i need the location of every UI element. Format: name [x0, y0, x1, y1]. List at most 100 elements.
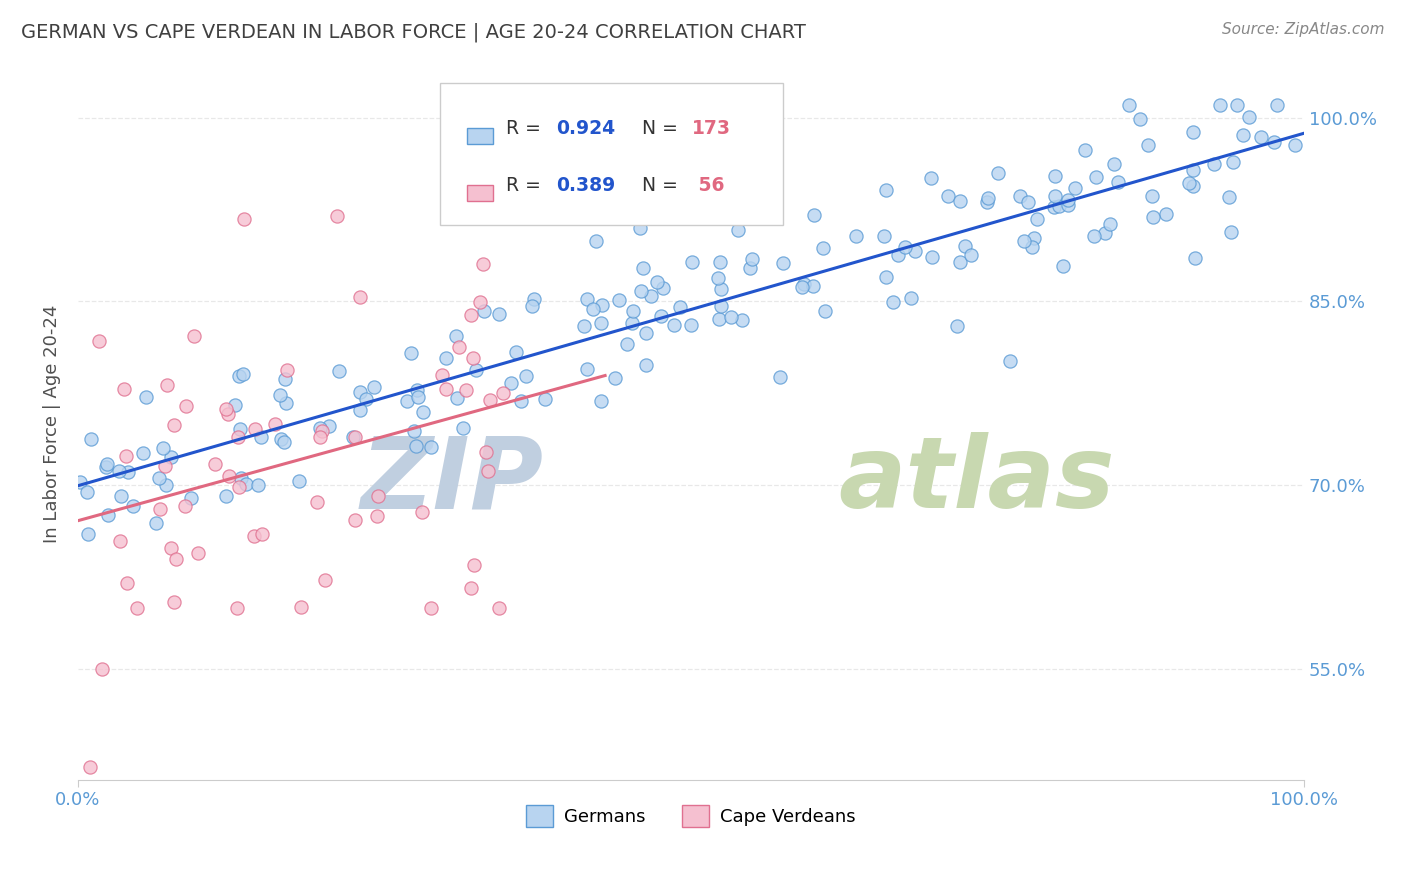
Point — [406, 390, 429, 404]
Point — [69, 475, 91, 489]
Point — [117, 465, 139, 479]
Point — [215, 401, 238, 416]
Point — [1129, 112, 1152, 126]
Point — [148, 471, 170, 485]
Point — [76, 485, 98, 500]
Point — [149, 502, 172, 516]
Point — [430, 368, 453, 383]
Point — [650, 309, 672, 323]
Point — [707, 311, 730, 326]
Text: atlas: atlas — [838, 433, 1115, 530]
Point — [215, 489, 238, 503]
Point — [605, 371, 627, 385]
Point — [479, 392, 502, 407]
Point — [681, 255, 703, 269]
Point — [228, 368, 250, 383]
Point — [1074, 143, 1097, 157]
Point — [367, 489, 389, 503]
Point — [314, 573, 336, 587]
Point — [1209, 98, 1232, 112]
Point — [790, 280, 813, 294]
Point — [229, 471, 252, 485]
Point — [463, 351, 485, 365]
Point — [589, 316, 612, 330]
Point — [456, 383, 478, 397]
Point — [110, 533, 132, 548]
Point — [76, 527, 98, 541]
Point — [772, 256, 794, 270]
Point — [1226, 98, 1249, 112]
Point — [949, 254, 972, 268]
Point — [228, 430, 250, 444]
Point — [1204, 157, 1226, 171]
Point — [1178, 176, 1201, 190]
Point — [412, 404, 434, 418]
Point — [976, 190, 998, 204]
Point — [488, 307, 510, 321]
Point — [1057, 198, 1080, 212]
Point — [436, 209, 458, 223]
Text: N =: N = — [643, 120, 683, 138]
Point — [591, 298, 613, 312]
Text: ZIP: ZIP — [361, 433, 544, 530]
Point — [515, 368, 537, 383]
Point — [710, 299, 733, 313]
Point — [1154, 207, 1177, 221]
Point — [679, 318, 702, 332]
Point — [405, 439, 427, 453]
Point — [472, 304, 495, 318]
Point — [875, 269, 897, 284]
Text: Source: ZipAtlas.com: Source: ZipAtlas.com — [1222, 22, 1385, 37]
Point — [446, 329, 468, 343]
Point — [229, 422, 252, 436]
Point — [160, 450, 183, 464]
Point — [1181, 125, 1204, 139]
Legend: Germans, Cape Verdeans: Germans, Cape Verdeans — [519, 798, 863, 835]
Point — [1140, 189, 1163, 203]
Point — [492, 385, 515, 400]
Point — [1220, 225, 1243, 239]
Point — [534, 392, 557, 406]
Point — [707, 271, 730, 285]
Point — [1250, 130, 1272, 145]
Point — [987, 166, 1010, 180]
Point — [273, 435, 295, 450]
Point — [274, 395, 297, 409]
Point — [1043, 200, 1066, 214]
Point — [731, 313, 754, 327]
Point — [873, 229, 896, 244]
Point — [727, 223, 749, 237]
Point — [411, 505, 433, 519]
Point — [900, 291, 922, 305]
FancyBboxPatch shape — [467, 128, 494, 144]
Point — [803, 209, 825, 223]
Point — [628, 220, 651, 235]
FancyBboxPatch shape — [467, 186, 494, 201]
Point — [174, 400, 197, 414]
Point — [741, 252, 763, 266]
Point — [1017, 194, 1039, 209]
Point — [1012, 234, 1035, 248]
Point — [110, 490, 132, 504]
Point — [1021, 240, 1043, 254]
Point — [936, 189, 959, 203]
Point — [344, 513, 367, 527]
Point — [894, 240, 917, 254]
Point — [631, 260, 654, 275]
Point — [263, 417, 285, 431]
Point — [488, 601, 510, 615]
Point — [309, 421, 332, 435]
Point — [652, 281, 675, 295]
Point — [1052, 260, 1074, 274]
Point — [921, 171, 943, 186]
Point — [1181, 163, 1204, 178]
Point — [1107, 175, 1129, 189]
Point — [125, 601, 148, 615]
Point — [1263, 136, 1285, 150]
Point — [115, 576, 138, 591]
Point — [1184, 251, 1206, 265]
Point — [1043, 169, 1066, 184]
Point — [474, 445, 496, 459]
Point — [1063, 180, 1085, 194]
Point — [591, 393, 613, 408]
